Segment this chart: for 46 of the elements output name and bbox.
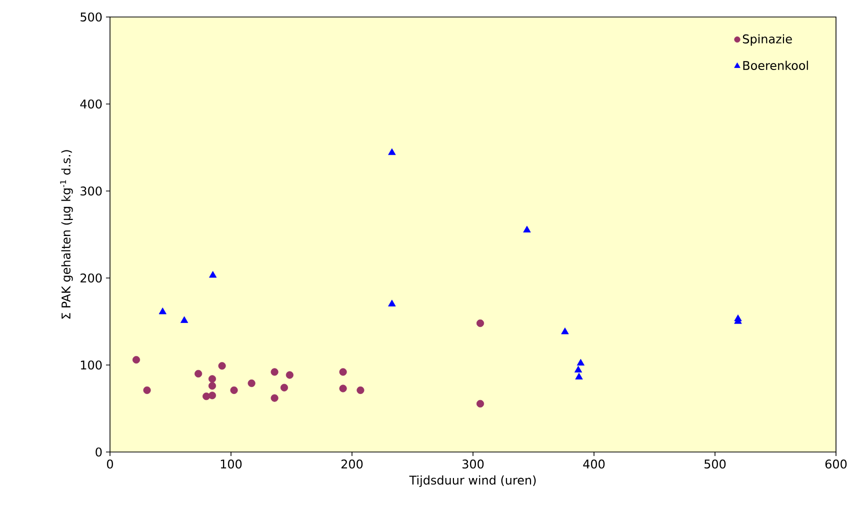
point (576, 358, 585, 366)
point (476, 319, 484, 328)
y-tick-label: 300 (80, 186, 102, 196)
point (209, 271, 217, 278)
point (339, 384, 347, 392)
point (356, 386, 364, 394)
point (270, 394, 278, 402)
legend-label: Boerenkool (743, 60, 808, 70)
y-tick-label: 100 (80, 360, 102, 370)
point (208, 392, 216, 400)
point (523, 226, 531, 232)
point (158, 308, 166, 314)
y-tick-label: 0 (96, 447, 102, 457)
x-axis-title: Tijdsduur wind (uren) (409, 475, 536, 487)
x-tick-label: 0 (106, 460, 114, 469)
x-tick-label: 400 (583, 460, 605, 469)
point (575, 372, 583, 380)
point (280, 384, 288, 392)
x-tick-label: 200 (341, 460, 363, 469)
y-tick-label: 200 (80, 273, 102, 283)
x-tick-label: 100 (220, 460, 242, 469)
point (388, 148, 396, 156)
point (388, 300, 396, 306)
point (561, 328, 569, 334)
point (476, 400, 484, 408)
point (180, 316, 188, 323)
point (286, 371, 294, 379)
point (132, 356, 140, 364)
y-axis-title: Σ PAK gehalten (µg kg$^{-1}$ d.s.) (60, 150, 73, 319)
point (339, 368, 347, 376)
x-tick-label: 600 (825, 460, 847, 469)
x-tick-label: 500 (704, 460, 726, 469)
y-tick-label: 500 (80, 12, 102, 22)
y-tick-label: 400 (80, 99, 102, 109)
legend-label: Spinazie (742, 34, 792, 46)
point (248, 379, 256, 388)
point (194, 370, 202, 378)
x-tick-label: 300 (462, 460, 484, 469)
point (734, 314, 742, 322)
point (270, 368, 278, 376)
point (143, 386, 151, 394)
point (218, 362, 226, 370)
point (230, 386, 238, 394)
point (208, 375, 216, 383)
point (208, 382, 216, 390)
point (574, 366, 582, 373)
